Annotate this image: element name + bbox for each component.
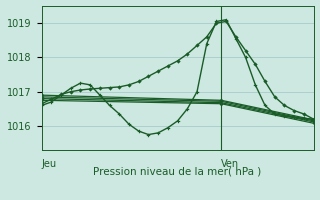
Text: Ven: Ven	[221, 159, 239, 169]
Text: Jeu: Jeu	[42, 159, 57, 169]
X-axis label: Pression niveau de la mer( hPa ): Pression niveau de la mer( hPa )	[93, 167, 262, 177]
